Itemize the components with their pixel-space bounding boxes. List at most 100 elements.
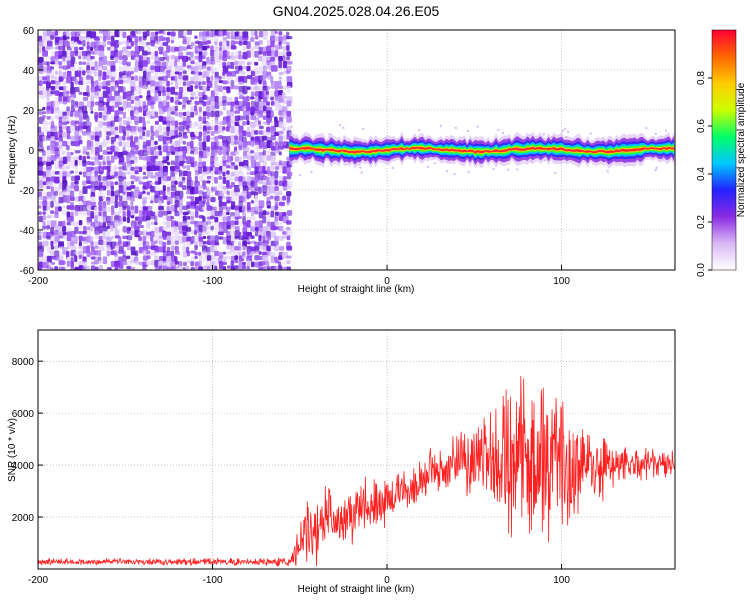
noise-cell [138, 55, 144, 62]
noise-cell [130, 75, 135, 81]
noise-cell [118, 116, 122, 122]
noise-cell [130, 90, 135, 96]
noise-cell [142, 165, 147, 170]
noise-cell [242, 146, 247, 151]
noise-cell [250, 100, 256, 108]
noise-cell [254, 250, 260, 254]
noise-cell [38, 245, 44, 253]
noise-cell [186, 215, 191, 220]
noise-cell [266, 150, 271, 155]
noise-cell [266, 235, 272, 241]
noise-cell [66, 235, 72, 242]
noise-cell [166, 120, 171, 129]
noise-cell [38, 80, 43, 87]
noise-cell [138, 135, 143, 140]
noise-cell [106, 165, 111, 173]
noise-cell [274, 186, 279, 192]
noise-cell [78, 160, 84, 166]
noise-cell [110, 95, 116, 102]
noise-cell [214, 66, 218, 72]
noise-cell [66, 165, 71, 170]
noise-cell [150, 115, 155, 119]
noise-cell [50, 195, 57, 202]
noise-cell [98, 260, 104, 264]
noise-cell [38, 211, 42, 216]
noise-cell [166, 126, 171, 132]
noise-cell [186, 165, 191, 171]
noise-cell [222, 256, 227, 262]
noise-cell [198, 190, 204, 195]
noise-cell [90, 55, 95, 60]
noise-cell [242, 106, 247, 111]
noise-cell [178, 86, 184, 93]
noise-cell [46, 86, 50, 91]
noise-speck [589, 132, 592, 135]
noise-cell [214, 265, 218, 270]
noise-cell [62, 195, 67, 203]
noise-cell [262, 30, 269, 37]
noise-cell [206, 151, 210, 157]
noise-cell [126, 130, 130, 139]
noise-cell [214, 156, 219, 162]
noise-cell [150, 185, 156, 193]
noise-cell [178, 175, 184, 182]
noise-cell [114, 265, 119, 270]
y-tick-label: -40 [20, 226, 35, 237]
noise-cell [206, 40, 211, 45]
noise-cell [166, 221, 170, 229]
noise-cell [78, 225, 83, 230]
noise-cell [286, 116, 292, 123]
noise-cell [138, 191, 143, 196]
noise-cell [238, 171, 244, 176]
noise-cell [50, 46, 54, 50]
noise-cell [82, 166, 87, 174]
noise-cell [62, 266, 66, 270]
noise-cell [162, 180, 166, 185]
noise-cell [138, 240, 143, 249]
noise-cell [250, 226, 256, 232]
noise-speck [563, 128, 566, 131]
noise-cell [154, 155, 158, 160]
noise-cell [154, 45, 159, 50]
noise-cell [130, 70, 134, 75]
noise-cell [122, 141, 127, 148]
noise-cell [94, 65, 99, 71]
noise-cell [246, 235, 250, 241]
noise-cell [54, 75, 58, 82]
x-tick-label: -200 [28, 276, 48, 287]
noise-cell [202, 150, 208, 159]
noise-cell [54, 241, 58, 245]
noise-cell [42, 211, 46, 215]
noise-cell [162, 41, 169, 47]
noise-cell [94, 245, 99, 250]
noise-cell [106, 96, 111, 103]
noise-cell [66, 65, 72, 69]
colorbar-tick-label: 0.0 [696, 263, 707, 277]
noise-cell [102, 150, 108, 155]
noise-cell [210, 110, 215, 118]
noise-cell [98, 155, 104, 160]
noise-cell [110, 210, 115, 216]
noise-cell [142, 126, 147, 131]
noise-cell [118, 66, 123, 71]
noise-cell [46, 150, 52, 158]
noise-cell [198, 55, 203, 63]
noise-cell [86, 171, 92, 178]
noise-cell [174, 196, 179, 201]
noise-cell [186, 171, 192, 177]
noise-cell [186, 236, 192, 242]
noise-cell [114, 90, 120, 97]
noise-cell [46, 220, 52, 227]
noise-cell [66, 205, 71, 210]
noise-cell [178, 45, 184, 52]
noise-cell [174, 91, 179, 96]
noise-cell [174, 211, 180, 217]
noise-cell [98, 141, 104, 146]
noise-cell [162, 170, 169, 176]
noise-cell [182, 66, 186, 70]
noise-cell [270, 186, 276, 194]
noise-cell [130, 135, 134, 143]
noise-cell [70, 50, 75, 58]
noise-cell [254, 130, 259, 135]
noise-cell [238, 76, 244, 83]
